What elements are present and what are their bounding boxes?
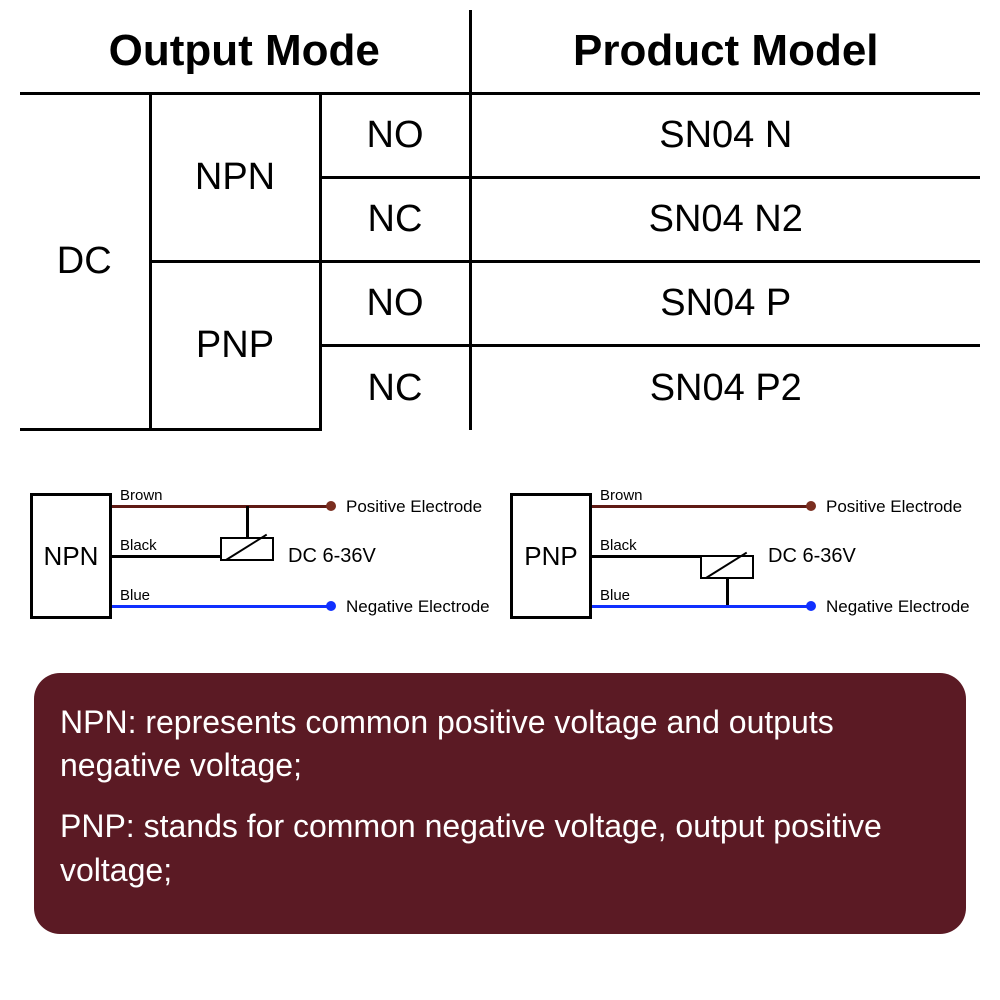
wire-label-blue: Blue	[120, 587, 150, 604]
cell-model: SN04 P	[470, 262, 980, 346]
info-pnp: PNP: stands for common negative voltage,…	[60, 805, 940, 891]
cell-contact: NO	[320, 262, 470, 346]
cell-power: DC	[20, 94, 150, 430]
wire-label-brown: Brown	[120, 487, 163, 504]
info-panel: NPN: represents common positive voltage …	[34, 673, 966, 934]
wire-brown	[112, 505, 330, 508]
cell-type: PNP	[150, 262, 320, 430]
page: Output Mode Product Model DC NPN NO SN04…	[0, 0, 1000, 1000]
load-box	[700, 555, 754, 579]
load-tap	[246, 506, 249, 537]
wire-label-blue: Blue	[600, 587, 630, 604]
table-row: DC NPN NO SN04 N	[20, 94, 980, 178]
load-box	[220, 537, 274, 561]
info-npn: NPN: represents common positive voltage …	[60, 701, 940, 787]
wire-brown	[592, 505, 810, 508]
load-tap	[726, 579, 729, 606]
wire-blue	[112, 605, 330, 608]
spec-table: Output Mode Product Model DC NPN NO SN04…	[20, 10, 980, 431]
voltage-label: DC 6-36V	[288, 545, 376, 568]
terminal-negative	[326, 601, 336, 611]
wiring-npn: NPN Brown Positive Electrode Black DC 6-…	[30, 471, 490, 641]
terminal-positive	[806, 501, 816, 511]
wire-black	[592, 555, 700, 558]
table-header-row: Output Mode Product Model	[20, 10, 980, 94]
label-negative: Negative Electrode	[346, 597, 490, 617]
wire-label-black: Black	[600, 537, 637, 554]
cell-model: SN04 P2	[470, 346, 980, 430]
cell-contact: NC	[320, 178, 470, 262]
wire-blue	[592, 605, 810, 608]
cell-model: SN04 N	[470, 94, 980, 178]
cell-contact: NC	[320, 346, 470, 430]
header-output-mode: Output Mode	[20, 10, 470, 94]
table-row: PNP NO SN04 P	[20, 262, 980, 346]
sensor-box-pnp: PNP	[510, 493, 592, 619]
label-negative: Negative Electrode	[826, 597, 970, 617]
header-product-model: Product Model	[470, 10, 980, 94]
terminal-positive	[326, 501, 336, 511]
terminal-negative	[806, 601, 816, 611]
wiring-diagrams: NPN Brown Positive Electrode Black DC 6-…	[30, 471, 970, 641]
load-slash	[225, 534, 267, 561]
wiring-pnp: PNP Brown Positive Electrode Black DC 6-…	[510, 471, 970, 641]
wire-black	[112, 555, 220, 558]
sensor-box-npn: NPN	[30, 493, 112, 619]
cell-model: SN04 N2	[470, 178, 980, 262]
label-positive: Positive Electrode	[826, 497, 962, 517]
cell-type: NPN	[150, 94, 320, 262]
wire-label-black: Black	[120, 537, 157, 554]
load-slash	[705, 552, 747, 579]
voltage-label: DC 6-36V	[768, 545, 856, 568]
wire-label-brown: Brown	[600, 487, 643, 504]
cell-contact: NO	[320, 94, 470, 178]
label-positive: Positive Electrode	[346, 497, 482, 517]
